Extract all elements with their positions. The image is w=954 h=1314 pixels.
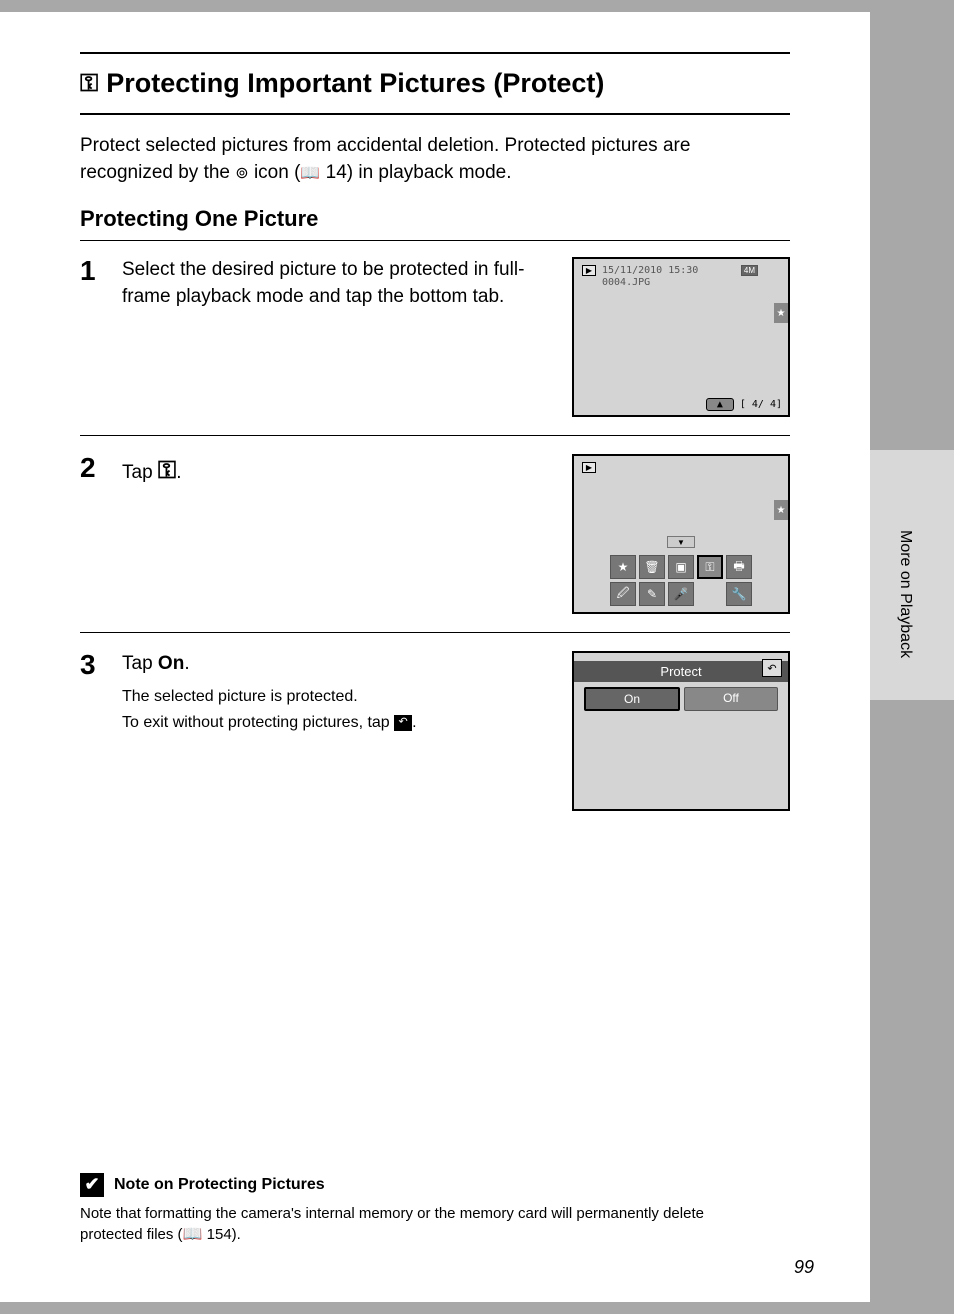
star-tab: ★ xyxy=(774,303,788,323)
step-3: 3 Tap On. The selected picture is protec… xyxy=(80,651,790,829)
intro-paragraph: Protect selected pictures from accidenta… xyxy=(80,133,790,186)
side-section-label: More on Playback xyxy=(896,530,914,658)
menu-delete-icon[interactable]: 🗑 xyxy=(639,555,665,579)
menu-protect-icon[interactable]: ⚿ xyxy=(697,555,723,579)
step-screenshot: ▶ ★ ▼ ★ 🗑 ▣ ⚿ 🖶 🖉 ✎ 🎤 🔧 xyxy=(572,454,790,614)
note-heading: ✔ Note on Protecting Pictures xyxy=(80,1173,790,1197)
step-body: Tap ⚿. xyxy=(122,454,558,614)
title-bar: ⚿ Protecting Important Pictures (Protect… xyxy=(80,52,790,115)
play-icon: ▶ xyxy=(582,265,596,276)
key-icon: ⚿ xyxy=(158,457,176,484)
page-title: ⚿ Protecting Important Pictures (Protect… xyxy=(80,68,790,99)
menu-voice-icon[interactable]: 🎤 xyxy=(668,582,694,606)
protected-icon: ⊚ xyxy=(235,165,248,182)
play-icon: ▶ xyxy=(582,462,596,473)
up-arrow-button[interactable]: ▲ xyxy=(706,398,734,411)
menu-rating-icon[interactable]: ★ xyxy=(610,555,636,579)
step-2: 2 Tap ⚿. ▶ ★ ▼ ★ 🗑 ▣ ⚿ 🖶 🖉 ✎ 🎤 xyxy=(80,454,790,633)
down-arrow-button[interactable]: ▼ xyxy=(667,536,695,548)
off-button[interactable]: Off xyxy=(684,687,778,711)
menu-paint-icon[interactable]: ✎ xyxy=(639,582,665,606)
sub2a: To exit without protecting pictures, tap xyxy=(122,714,394,731)
step-number: 2 xyxy=(80,454,108,614)
back-icon: ↶ xyxy=(394,715,412,731)
step-main-text: Tap On. xyxy=(122,651,558,678)
screen-datetime: 15/11/2010 15:30 0004.JPG xyxy=(602,265,698,289)
key-icon: ⚿ xyxy=(80,70,98,98)
step-sub-text-2: To exit without protecting pictures, tap… xyxy=(122,712,558,734)
text-suffix: . xyxy=(176,462,181,483)
intro-line2b: icon ( xyxy=(249,162,301,183)
note-body: Note that formatting the camera's intern… xyxy=(80,1203,790,1246)
note-heading-text: Note on Protecting Pictures xyxy=(114,1176,325,1194)
check-icon: ✔ xyxy=(80,1173,104,1197)
note-section: ✔ Note on Protecting Pictures Note that … xyxy=(80,1173,790,1246)
step-screenshot: Protect ↶ On Off xyxy=(572,651,790,811)
date-text: 15/11/2010 15:30 xyxy=(602,265,698,276)
counter-text: [ 4/ 4] xyxy=(740,399,782,410)
book-ref-icon: 📖 xyxy=(183,1226,203,1243)
page-number: 99 xyxy=(794,1257,814,1278)
step-main-text: Select the desired picture to be protect… xyxy=(122,257,558,310)
menu-empty xyxy=(697,582,723,606)
back-button[interactable]: ↶ xyxy=(762,659,782,677)
step-sub-text-1: The selected picture is protected. xyxy=(122,686,558,708)
option-row: On Off xyxy=(584,687,778,711)
step-body: Tap On. The selected picture is protecte… xyxy=(122,651,558,811)
on-button[interactable]: On xyxy=(584,687,680,711)
text-prefix: Tap xyxy=(122,653,158,674)
text-prefix: Tap xyxy=(122,462,158,483)
menu-setup-icon[interactable]: 🔧 xyxy=(726,582,752,606)
step-number: 1 xyxy=(80,257,108,417)
menu-slideshow-icon[interactable]: ▣ xyxy=(668,555,694,579)
book-ref-icon: 📖 xyxy=(300,165,320,182)
camera-screen-1: ▶ 15/11/2010 15:30 0004.JPG 4M ★ ▲ [ 4/ … xyxy=(572,257,790,417)
subtitle: Protecting One Picture xyxy=(80,206,790,241)
step-main-text: Tap ⚿. xyxy=(122,454,558,488)
sub2b: . xyxy=(412,714,416,731)
note-body-2a: protected files ( xyxy=(80,1226,183,1243)
intro-line1: Protect selected pictures from accidenta… xyxy=(80,135,690,156)
note-body-1: Note that formatting the camera's intern… xyxy=(80,1205,704,1222)
text-suffix: . xyxy=(184,653,189,674)
menu-retouch-icon[interactable]: 🖉 xyxy=(610,582,636,606)
menu-grid: ★ 🗑 ▣ ⚿ 🖶 🖉 ✎ 🎤 🔧 xyxy=(610,555,752,606)
menu-print-icon[interactable]: 🖶 xyxy=(726,555,752,579)
screen-title: Protect xyxy=(574,661,788,682)
screen-top-info: ▶ 15/11/2010 15:30 0004.JPG xyxy=(582,265,698,289)
step-body: Select the desired picture to be protect… xyxy=(122,257,558,417)
manual-page: ⚿ Protecting Important Pictures (Protect… xyxy=(0,12,870,1302)
intro-line2a: recognized by the xyxy=(80,162,235,183)
step-number: 3 xyxy=(80,651,108,811)
screen-bottom-bar: ▲ [ 4/ 4] xyxy=(706,398,782,411)
camera-screen-2: ▶ ★ ▼ ★ 🗑 ▣ ⚿ 🖶 🖉 ✎ 🎤 🔧 xyxy=(572,454,790,614)
step-1: 1 Select the desired picture to be prote… xyxy=(80,257,790,436)
mode-badge: 4M xyxy=(741,265,758,276)
text-bold: On xyxy=(158,653,184,674)
step-screenshot: ▶ 15/11/2010 15:30 0004.JPG 4M ★ ▲ [ 4/ … xyxy=(572,257,790,417)
star-tab: ★ xyxy=(774,500,788,520)
camera-screen-3: Protect ↶ On Off xyxy=(572,651,790,811)
note-pageref: 154). xyxy=(202,1226,240,1243)
file-text: 0004.JPG xyxy=(602,277,650,288)
title-label: Protecting Important Pictures (Protect) xyxy=(106,68,604,99)
intro-pageref: 14) in playback mode. xyxy=(320,162,511,183)
